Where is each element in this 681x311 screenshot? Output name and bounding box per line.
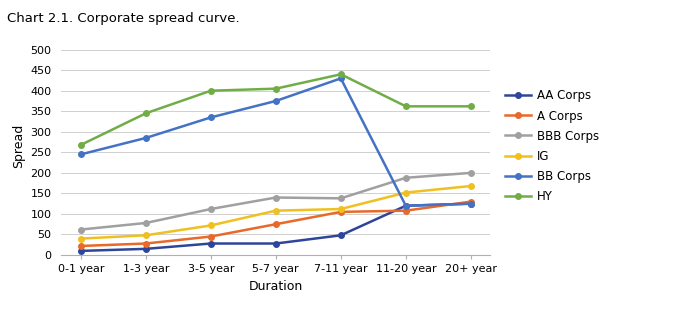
BB Corps — [466, 202, 475, 206]
BB Corps — [272, 99, 280, 103]
BBB Corps — [207, 207, 215, 211]
HY — [77, 143, 85, 147]
BB Corps — [142, 136, 150, 140]
BB Corps — [402, 204, 410, 208]
Line: BB Corps: BB Corps — [78, 76, 473, 208]
A Corps — [336, 210, 345, 214]
HY — [466, 104, 475, 108]
HY — [402, 104, 410, 108]
Line: A Corps: A Corps — [78, 199, 473, 249]
AA Corps — [77, 249, 85, 253]
HY — [272, 87, 280, 91]
A Corps — [272, 222, 280, 226]
BBB Corps — [77, 228, 85, 231]
HY — [207, 89, 215, 93]
IG — [336, 207, 345, 211]
Line: IG: IG — [78, 183, 473, 241]
BBB Corps — [336, 197, 345, 200]
BBB Corps — [402, 176, 410, 180]
AA Corps — [272, 242, 280, 245]
A Corps — [77, 244, 85, 248]
IG — [272, 209, 280, 212]
A Corps — [142, 242, 150, 245]
A Corps — [402, 209, 410, 212]
HY — [142, 111, 150, 115]
AA Corps — [402, 204, 410, 208]
Line: HY: HY — [78, 72, 473, 148]
Line: AA Corps: AA Corps — [78, 201, 473, 254]
Line: BBB Corps: BBB Corps — [78, 170, 473, 232]
Text: Chart 2.1. Corporate spread curve.: Chart 2.1. Corporate spread curve. — [7, 12, 240, 26]
BBB Corps — [142, 221, 150, 225]
IG — [77, 237, 85, 240]
Y-axis label: Spread: Spread — [12, 124, 25, 168]
BB Corps — [336, 77, 345, 80]
A Corps — [466, 200, 475, 203]
IG — [207, 224, 215, 227]
AA Corps — [466, 202, 475, 206]
AA Corps — [207, 242, 215, 245]
IG — [142, 234, 150, 237]
AA Corps — [142, 247, 150, 251]
A Corps — [207, 235, 215, 239]
HY — [336, 72, 345, 76]
BB Corps — [77, 152, 85, 156]
IG — [402, 191, 410, 194]
AA Corps — [336, 234, 345, 237]
BBB Corps — [272, 196, 280, 199]
X-axis label: Duration: Duration — [249, 280, 303, 293]
BBB Corps — [466, 171, 475, 175]
IG — [466, 184, 475, 188]
Legend: AA Corps, A Corps, BBB Corps, IG, BB Corps, HY: AA Corps, A Corps, BBB Corps, IG, BB Cor… — [505, 90, 599, 203]
BB Corps — [207, 116, 215, 119]
